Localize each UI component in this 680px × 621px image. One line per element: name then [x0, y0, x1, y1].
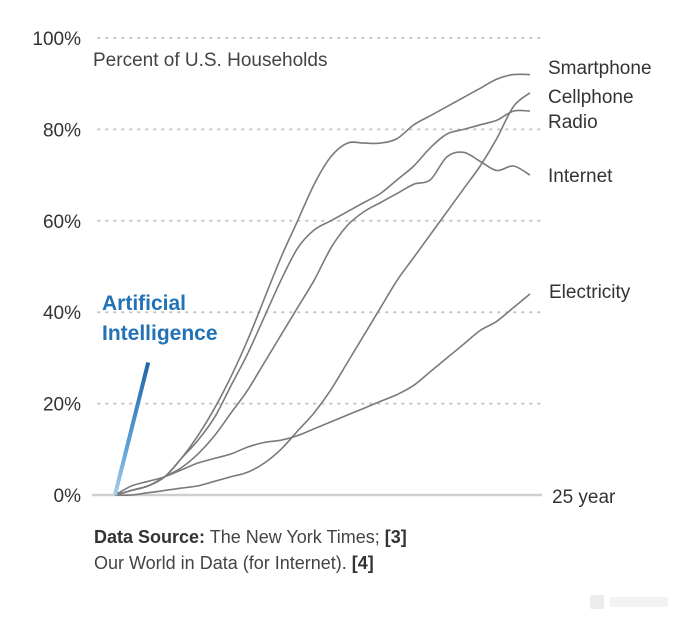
label-smartphone: Smartphone [548, 58, 652, 79]
y-axis-ticks: 0% 20% 40% 60% 80% 100% [32, 29, 81, 507]
series-labels: Smartphone Cellphone Radio Internet Elec… [548, 58, 652, 303]
y-tick-label-0: 0% [54, 486, 82, 507]
ai-label-line1: Artificial [102, 292, 186, 315]
y-tick-label-20: 20% [43, 395, 81, 416]
source-ref-4: [4] [351, 553, 374, 573]
source-prefix: Data Source: [94, 527, 206, 547]
source-line-1: Data Source: The New York Times; [3] [94, 524, 407, 550]
source-owid: Our World in Data (for Internet). [94, 553, 352, 573]
series-lines [113, 73, 531, 496]
y-axis-label: Percent of U.S. Households [93, 50, 327, 71]
source-ref-3: [3] [384, 527, 407, 547]
series-line-smartphone [114, 73, 531, 496]
data-source-note: Data Source: The New York Times; [3] Our… [94, 524, 407, 576]
y-tick-label-100: 100% [32, 29, 81, 50]
label-radio: Radio [548, 112, 598, 133]
source-line-2: Our World in Data (for Internet). [4] [94, 550, 407, 576]
y-tick-label-60: 60% [43, 212, 81, 233]
series-line-radio [114, 109, 531, 496]
ai-label-line2: Intelligence [102, 322, 218, 345]
y-tick-label-80: 80% [43, 120, 81, 141]
watermark-logo [590, 595, 668, 609]
series-line-artificial-intelligence [113, 361, 151, 496]
series-line-electricity [114, 293, 531, 496]
series-line-internet [114, 151, 531, 496]
label-electricity: Electricity [549, 282, 631, 303]
source-nyt: The New York Times; [205, 527, 385, 547]
label-cellphone: Cellphone [548, 87, 634, 108]
series-line-cellphone [114, 92, 531, 496]
label-internet: Internet [548, 166, 613, 187]
y-tick-label-40: 40% [43, 303, 81, 324]
x-axis-end-label: 25 year [552, 487, 616, 508]
gridlines [92, 37, 544, 497]
